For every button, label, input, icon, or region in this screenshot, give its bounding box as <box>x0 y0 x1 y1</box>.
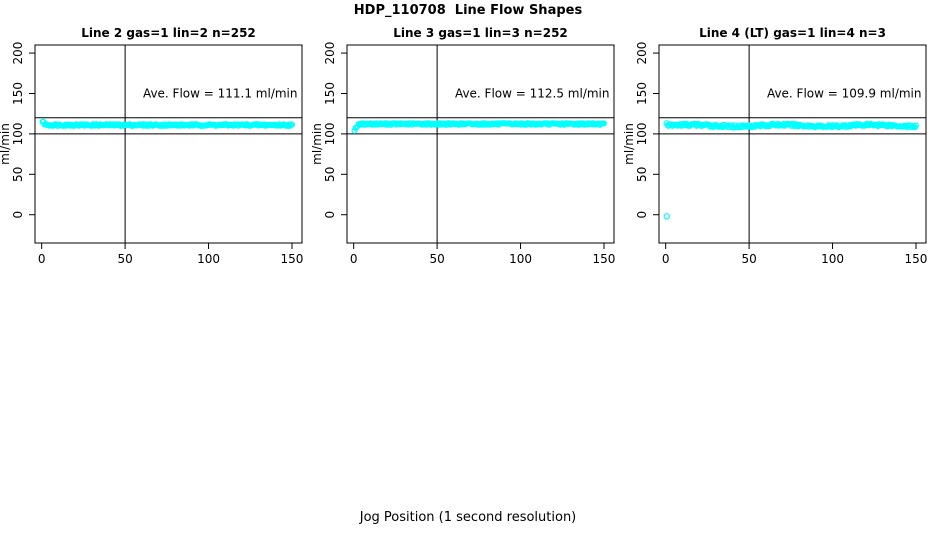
x-tick-label: 0 <box>38 252 46 266</box>
panel-line-3: Line 3 gas=1 lin=3 n=252 0 50 100 150 0 50 100 1… <box>312 0 624 280</box>
reference-lines <box>347 45 614 243</box>
panels: Line 2 gas=1 lin=2 n=252 0 50 100 150 0 50 100 1… <box>0 0 936 280</box>
x-tick-label: 150 <box>905 252 928 266</box>
y-tick-label: 0 <box>635 211 649 219</box>
reference-lines <box>659 45 926 243</box>
y-axis: 0 50 100 150 200 <box>11 42 35 219</box>
data-points <box>39 118 296 129</box>
y-tick-label: 100 <box>635 122 649 145</box>
panel-title: Line 4 (LT) gas=1 lin=4 n=3 <box>699 26 886 40</box>
panel-line-4: Line 4 (LT) gas=1 lin=4 n=3 0 50 100 150 0 50 1… <box>624 0 936 280</box>
panel-title: Line 2 gas=1 lin=2 n=252 <box>81 26 256 40</box>
x-tick-label: 150 <box>281 252 304 266</box>
data-points <box>663 120 920 220</box>
data-points <box>351 120 608 134</box>
x-tick-label: 50 <box>429 252 444 266</box>
y-axis-label: ml/min <box>624 123 636 165</box>
x-tick-label: 0 <box>662 252 670 266</box>
x-tick-label: 150 <box>593 252 616 266</box>
y-tick-label: 50 <box>323 167 337 182</box>
plot-box <box>658 44 927 244</box>
x-axis: 0 50 100 150 <box>350 243 616 266</box>
y-axis-label: ml/min <box>0 123 12 165</box>
y-tick-label: 50 <box>635 167 649 182</box>
panel-line-3-plot: Line 3 gas=1 lin=3 n=252 0 50 100 150 0 50 100 1… <box>312 26 616 266</box>
y-tick-label: 150 <box>11 82 25 105</box>
y-tick-label: 100 <box>323 122 337 145</box>
data-point <box>289 121 296 128</box>
data-point <box>913 122 920 129</box>
x-axis: 0 50 100 150 <box>38 243 304 266</box>
y-tick-label: 50 <box>11 167 25 182</box>
x-tick-label: 0 <box>350 252 358 266</box>
ave-flow-annotation: Ave. Flow = 111.1 ml/min <box>143 86 298 100</box>
reference-lines <box>35 45 302 243</box>
y-tick-label: 0 <box>11 211 25 219</box>
y-tick-label: 150 <box>323 82 337 105</box>
data-point <box>601 120 608 127</box>
x-axis: 0 50 100 150 <box>662 243 928 266</box>
y-tick-label: 0 <box>323 211 337 219</box>
data-point <box>476 121 483 128</box>
outlier-point <box>663 213 671 220</box>
panel-line-2-plot: Line 2 gas=1 lin=2 n=252 0 50 100 150 0 50 100 1… <box>0 26 304 266</box>
y-tick-label: 200 <box>323 42 337 65</box>
ave-flow-annotation: Ave. Flow = 112.5 ml/min <box>455 86 610 100</box>
y-tick-label: 200 <box>635 42 649 65</box>
x-tick-label: 50 <box>741 252 756 266</box>
y-tick-label: 200 <box>11 42 25 65</box>
chart-main-title: HDP_110708 Line Flow Shapes <box>353 3 583 18</box>
x-tick-label: 100 <box>821 252 844 266</box>
y-axis: 0 50 100 150 200 <box>635 42 659 219</box>
x-axis-label: Jog Position (1 second resolution) <box>359 510 577 525</box>
panel-title: Line 3 gas=1 lin=3 n=252 <box>393 26 568 40</box>
x-tick-label: 100 <box>197 252 220 266</box>
y-axis: 0 50 100 150 200 <box>323 42 347 219</box>
y-tick-label: 100 <box>11 122 25 145</box>
panel-line-2: Line 2 gas=1 lin=2 n=252 0 50 100 150 0 50 100 1… <box>0 0 312 280</box>
plot-box <box>34 44 303 244</box>
x-tick-label: 50 <box>117 252 132 266</box>
y-axis-label: ml/min <box>312 123 324 165</box>
plot-box <box>346 44 615 244</box>
ave-flow-annotation: Ave. Flow = 109.9 ml/min <box>767 86 922 100</box>
x-tick-label: 100 <box>509 252 532 266</box>
panel-line-4-plot: Line 4 (LT) gas=1 lin=4 n=3 0 50 100 150 0 50 1… <box>624 26 928 266</box>
y-tick-label: 150 <box>635 82 649 105</box>
